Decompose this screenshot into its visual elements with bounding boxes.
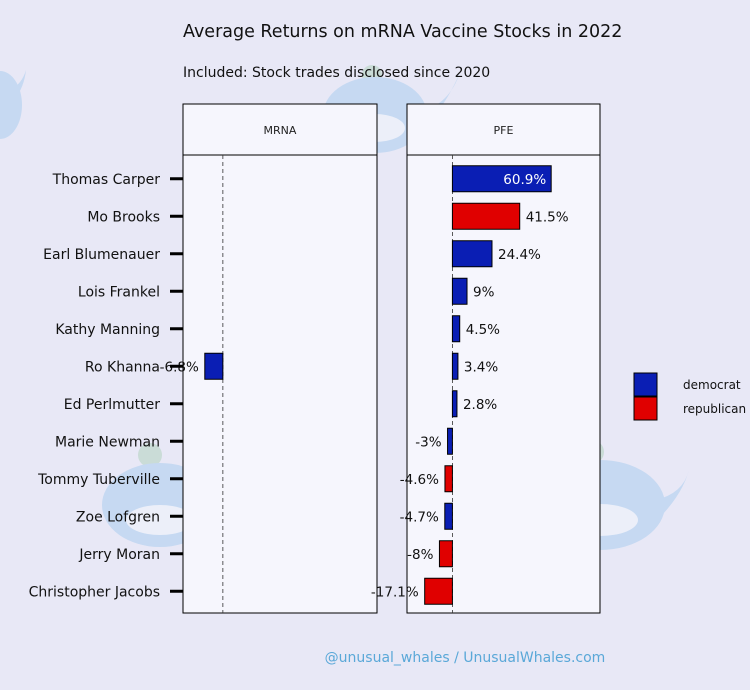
y-tick-label: Kathy Manning xyxy=(55,322,160,338)
legend-swatch xyxy=(633,396,658,421)
facet-label: PFE xyxy=(494,124,514,137)
legend-label: democrat xyxy=(683,378,741,392)
bar xyxy=(451,390,458,418)
data-label: 2.8% xyxy=(463,397,497,413)
bar xyxy=(451,315,461,343)
legend: democrat republican xyxy=(633,372,746,421)
data-label: -4.7% xyxy=(400,509,439,525)
bar xyxy=(451,352,459,380)
data-label: 9% xyxy=(473,284,495,300)
data-label: -17.1% xyxy=(371,584,419,600)
data-label: 60.9% xyxy=(503,172,546,188)
y-tick-label: Zoe Lofgren xyxy=(76,509,160,525)
y-tick-label: Lois Frankel xyxy=(78,284,160,300)
y-tick-label: Mo Brooks xyxy=(87,209,160,225)
credit-text[interactable]: @unusual_whales / UnusualWhales.com xyxy=(325,650,606,666)
bar xyxy=(451,240,493,268)
y-tick-label: Christopher Jacobs xyxy=(29,584,160,600)
y-tick-label: Thomas Carper xyxy=(52,172,161,188)
y-tick-label: Marie Newman xyxy=(55,434,160,450)
data-label: 4.5% xyxy=(466,322,500,338)
data-label: -8% xyxy=(407,547,433,563)
chart-subtitle: Included: Stock trades disclosed since 2… xyxy=(183,65,490,81)
y-tick-label: Ed Perlmutter xyxy=(64,397,160,413)
bar xyxy=(447,427,453,455)
facet-panels: MRNA-6.8% PFE 60.9% 41.5% 24.4% 9% 4.5% 3.4% 2.8… xyxy=(160,103,601,614)
legend-swatch xyxy=(633,372,658,397)
y-tick-label: Earl Blumenauer xyxy=(43,247,160,263)
bar xyxy=(438,540,453,568)
bar xyxy=(424,577,453,605)
data-label: 3.4% xyxy=(464,359,498,375)
facet-label: MRNA xyxy=(264,124,297,137)
bar xyxy=(444,502,453,530)
whale-watermark-icon xyxy=(0,70,26,139)
legend-label: republican xyxy=(683,402,746,416)
y-axis-labels: Thomas Carper Mo Brooks Earl Blumenauer Loi… xyxy=(29,172,183,600)
data-label: -4.6% xyxy=(400,472,439,488)
bar xyxy=(444,465,453,493)
chart-title: Average Returns on mRNA Vaccine Stocks i… xyxy=(183,22,622,42)
data-label: -3% xyxy=(415,434,441,450)
bar xyxy=(451,165,552,193)
bar xyxy=(451,277,468,305)
y-tick-label: Ro Khanna xyxy=(85,359,160,375)
bar xyxy=(204,352,224,380)
data-label: 24.4% xyxy=(498,247,541,263)
y-tick-label: Tommy Tuberville xyxy=(37,472,160,488)
data-label: 41.5% xyxy=(526,209,569,225)
facet-panel-mrna: MRNA-6.8% xyxy=(160,103,378,614)
bar xyxy=(451,202,521,230)
facet-panel-pfe: PFE 60.9% 41.5% 24.4% 9% 4.5% 3.4% 2.8% -3% -4.6%… xyxy=(371,103,601,614)
y-tick-label: Jerry Moran xyxy=(78,547,160,563)
